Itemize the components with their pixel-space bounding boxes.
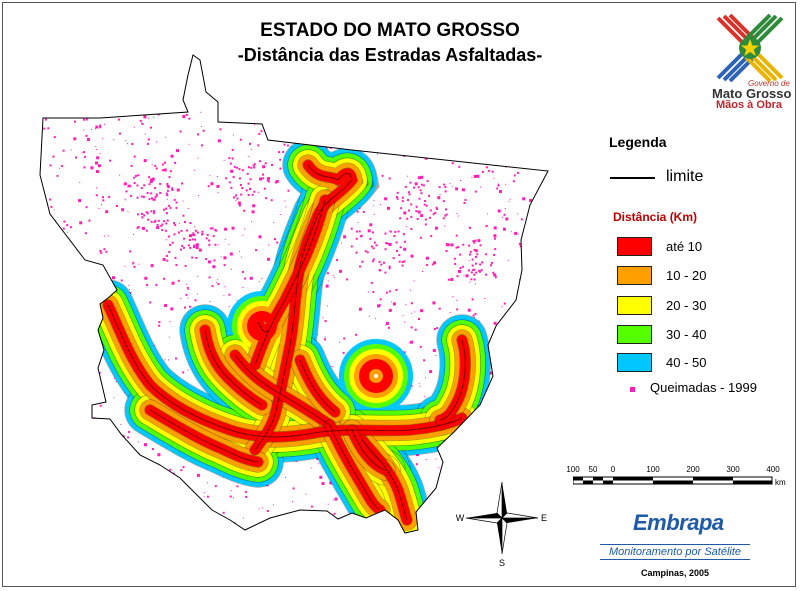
embrapa-logo: Embrapa [633,510,724,536]
map-title: ESTADO DO MATO GROSSO [260,20,520,41]
hands-emblem [716,13,784,82]
legend-swatch [617,353,652,372]
legend-class-label: até 10 [666,239,703,254]
north-arrow-icon: N S E W [456,478,547,568]
government-logo [716,13,784,82]
legend-swatch [617,296,652,315]
legend-class-label: 30 - 40 [666,327,707,342]
scale-tick-label: 0 [610,465,616,474]
legend-swatch [617,237,652,256]
legend-swatch [617,325,652,344]
scale-tick-label: 200 [686,465,700,474]
scale-tick-label: 100 [646,465,660,474]
scale-tick-label: 100 [566,465,580,474]
legend-limit-label: limite [666,168,704,185]
legend-limit-line [610,177,655,179]
state-limit-line [39,54,549,534]
logo-name: Mato Grosso [712,86,792,101]
compass-e: E [541,513,547,523]
compass-w: W [456,513,465,523]
road-lines [107,164,466,521]
logo-small-text: Governo de [748,79,790,88]
embrapa-unit: Monitoramento por Satélite [600,544,750,560]
road-buffer-zones [82,139,491,533]
legend-class-label: 10 - 20 [666,268,707,283]
scale-tick-label: 400 [766,465,780,474]
legend-class-label: 40 - 50 [666,355,707,370]
scale-tick-label: 50 [588,465,598,474]
place-year: Campinas, 2005 [640,568,710,578]
scale-unit: km [775,478,786,487]
embrapa-text: Embrapa [633,510,724,535]
legend-title: Legenda [609,134,667,150]
legend-class-label: 20 - 30 [666,298,707,313]
compass-n: N [499,478,506,480]
compass-s: S [499,558,505,568]
legend-burn-swatch [630,387,635,392]
map-subtitle: -Distância das Estradas Asfaltadas- [237,45,543,65]
scale-tick-label: 300 [726,465,740,474]
logo-slogan: Mãos à Obra [716,99,783,111]
scale-bar [573,476,773,485]
legend-distance-title: Distância (Km) [613,210,698,224]
legend-burn-label: Queimadas - 1999 [650,380,757,395]
legend-swatch [617,266,652,285]
